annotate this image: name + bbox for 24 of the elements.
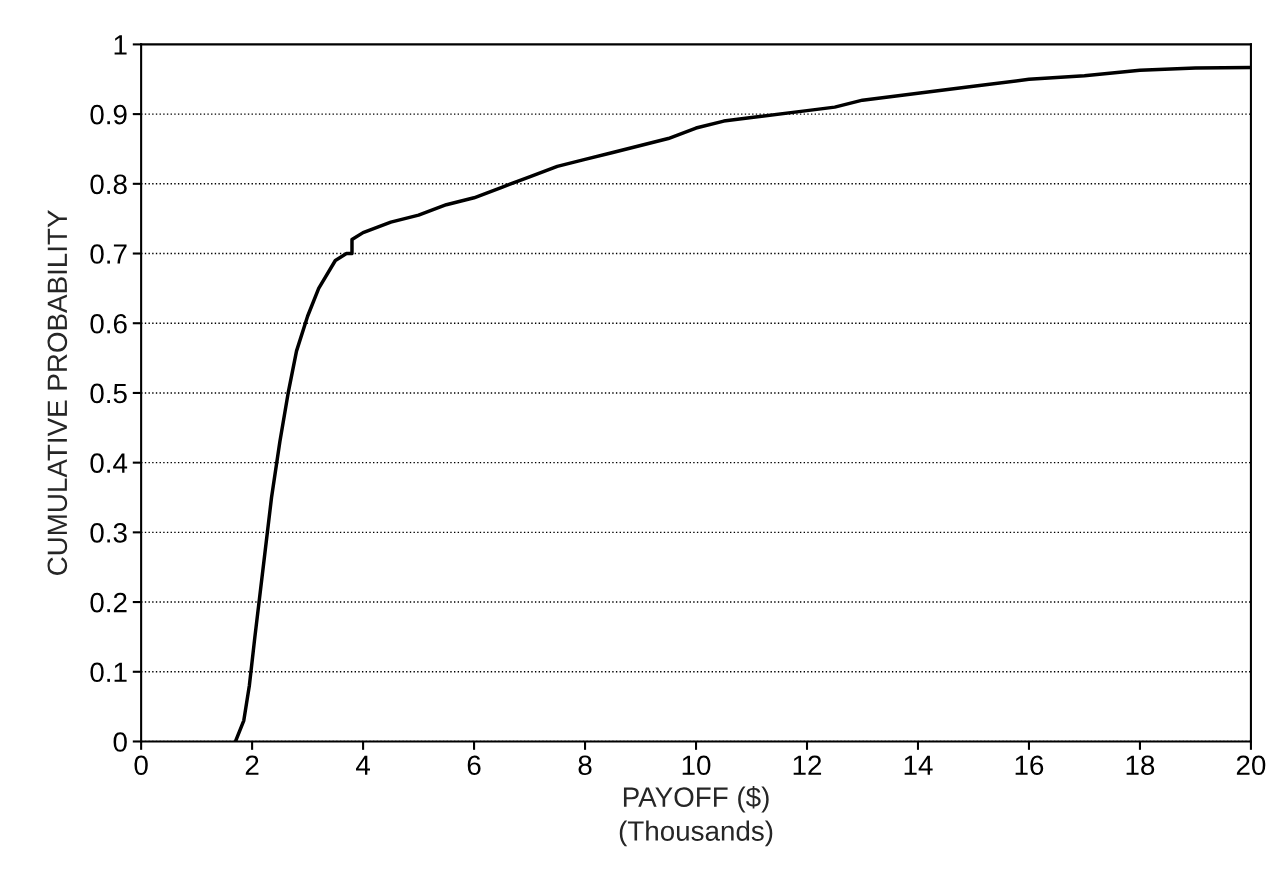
x-tick-label: 6 xyxy=(467,755,481,776)
y-tick-label: 0 xyxy=(113,732,127,752)
x-tick-label: 14 xyxy=(904,755,933,775)
y-tick-label: 1 xyxy=(114,35,127,55)
y-axis-title: CUMULATIVE PROBABILITY xyxy=(47,210,68,575)
y-tick-label: 0.7 xyxy=(90,244,127,264)
x-tick-label: 4 xyxy=(356,755,370,775)
y-tick-label: 0.6 xyxy=(90,313,127,334)
x-axis-title: PAYOFF ($) (Thousands) xyxy=(619,786,773,847)
x-tick-label: 10 xyxy=(682,755,711,776)
y-tick-label: 0.4 xyxy=(90,453,128,473)
x-tick-label: 2 xyxy=(245,755,259,775)
y-tick-label: 0.8 xyxy=(90,174,127,195)
y-tick-label: 0.2 xyxy=(90,592,127,613)
x-tick-label: 12 xyxy=(793,755,822,775)
y-tick-label: 0.3 xyxy=(90,523,127,543)
x-tick-label: 16 xyxy=(1015,755,1044,776)
x-tick-label: 8 xyxy=(578,755,592,776)
y-tick-label: 0.1 xyxy=(90,662,127,683)
x-tick-label: 0 xyxy=(134,755,148,776)
x-tick-label: 18 xyxy=(1126,755,1155,776)
y-tick-label: 0.9 xyxy=(90,104,127,125)
y-tick-label: 0.5 xyxy=(90,383,127,404)
x-tick-label: 20 xyxy=(1236,755,1266,776)
